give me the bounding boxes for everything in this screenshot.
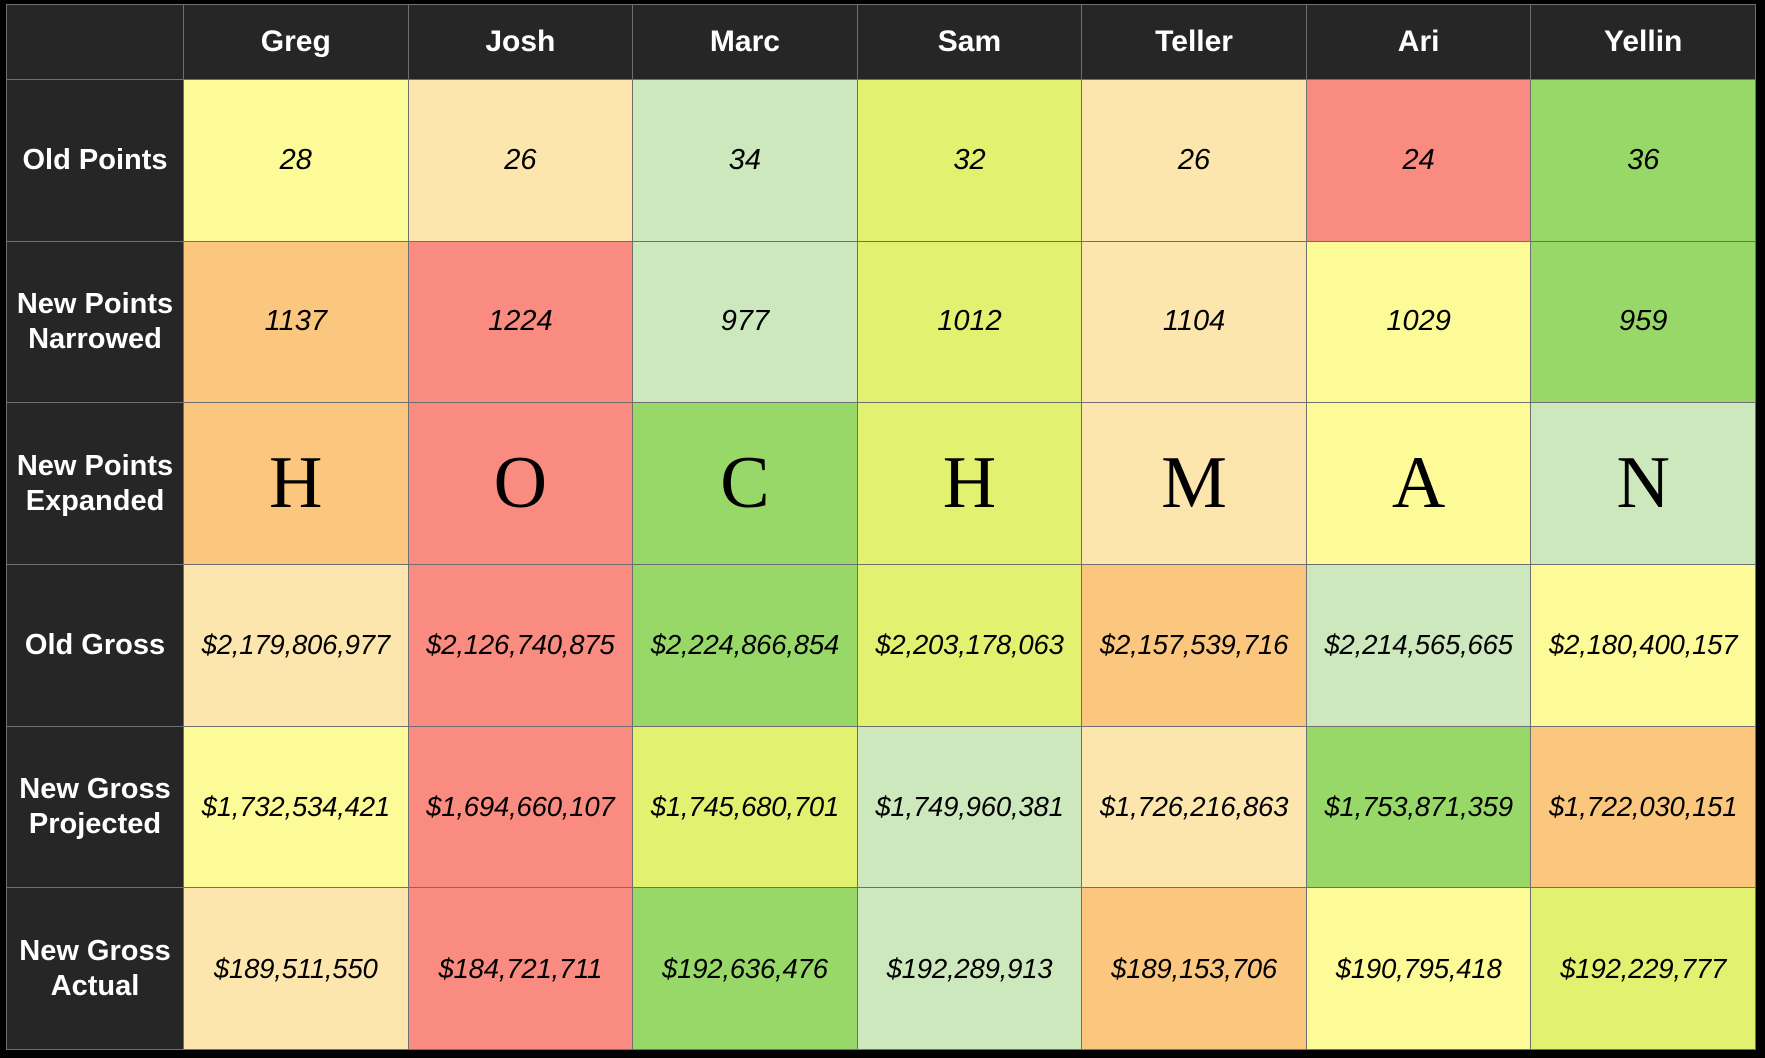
cell-new-gross-actual-greg: $189,511,550: [184, 888, 408, 1049]
heatmap-table: Greg Josh Marc Sam Teller Ari Yellin Old Points…: [6, 4, 1756, 1050]
cell-old-gross-teller: $2,157,539,716: [1082, 565, 1306, 726]
cell-new-gross-projected-yellin: $1,722,030,151: [1531, 726, 1755, 888]
cell-new-gross-projected-marc: $1,745,680,701: [633, 726, 857, 888]
row-header-new-gross-actual: New Gross Actual: [7, 888, 183, 1049]
cell-old-points-josh: 26: [408, 80, 633, 241]
cell-new-gross-projected-teller: $1,726,216,863: [1082, 726, 1306, 888]
column-header-yellin: Yellin: [1531, 5, 1755, 79]
row-header-old-gross: Old Gross: [7, 565, 183, 726]
row-header-new-points-expanded: New Points Expanded: [7, 403, 183, 564]
row-header-old-points: Old Points: [7, 80, 183, 241]
cell-old-points-teller: 26: [1082, 80, 1306, 241]
cell-old-points-yellin: 36: [1531, 80, 1755, 241]
cell-old-gross-ari: $2,214,565,665: [1306, 565, 1531, 726]
cell-old-points-greg: 28: [184, 80, 408, 241]
cell-old-gross-josh: $2,126,740,875: [408, 565, 633, 726]
cell-new-points-expanded-yellin: N: [1531, 403, 1755, 564]
cell-old-gross-sam: $2,203,178,063: [857, 565, 1082, 726]
column-header-teller: Teller: [1082, 5, 1306, 79]
cell-new-points-narrowed-sam: 1012: [857, 241, 1082, 403]
row-header-new-points-narrowed: New Points Narrowed: [7, 241, 183, 403]
column-header-marc: Marc: [633, 5, 857, 79]
cell-new-gross-actual-sam: $192,289,913: [857, 888, 1082, 1049]
cell-new-points-expanded-sam: H: [857, 403, 1082, 564]
cell-new-gross-actual-yellin: $192,229,777: [1531, 888, 1755, 1049]
cell-new-gross-actual-ari: $190,795,418: [1306, 888, 1531, 1049]
cell-new-gross-projected-greg: $1,732,534,421: [184, 726, 408, 888]
cell-new-points-narrowed-ari: 1029: [1306, 241, 1531, 403]
cell-new-points-narrowed-marc: 977: [633, 241, 857, 403]
cell-old-gross-greg: $2,179,806,977: [184, 565, 408, 726]
cell-new-points-expanded-marc: C: [633, 403, 857, 564]
cell-old-points-ari: 24: [1306, 80, 1531, 241]
cell-new-points-expanded-josh: O: [408, 403, 633, 564]
column-header-greg: Greg: [184, 5, 408, 79]
cell-new-points-narrowed-yellin: 959: [1531, 241, 1755, 403]
cell-new-points-narrowed-josh: 1224: [408, 241, 633, 403]
cell-old-gross-yellin: $2,180,400,157: [1531, 565, 1755, 726]
cell-new-points-expanded-ari: A: [1306, 403, 1531, 564]
column-header-ari: Ari: [1306, 5, 1531, 79]
cell-new-gross-actual-marc: $192,636,476: [633, 888, 857, 1049]
column-header-josh: Josh: [408, 5, 633, 79]
cell-new-gross-projected-ari: $1,753,871,359: [1306, 726, 1531, 888]
cell-new-gross-actual-josh: $184,721,711: [408, 888, 633, 1049]
cell-new-points-narrowed-teller: 1104: [1082, 241, 1306, 403]
cell-new-points-expanded-greg: H: [184, 403, 408, 564]
corner-cell: [7, 5, 183, 79]
cell-old-points-sam: 32: [857, 80, 1082, 241]
row-header-new-gross-projected: New Gross Projected: [7, 726, 183, 888]
cell-new-points-expanded-teller: M: [1082, 403, 1306, 564]
cell-old-points-marc: 34: [633, 80, 857, 241]
cell-new-gross-projected-josh: $1,694,660,107: [408, 726, 633, 888]
column-header-sam: Sam: [857, 5, 1082, 79]
cell-new-points-narrowed-greg: 1137: [184, 241, 408, 403]
cell-old-gross-marc: $2,224,866,854: [633, 565, 857, 726]
cell-new-gross-actual-teller: $189,153,706: [1082, 888, 1306, 1049]
cell-new-gross-projected-sam: $1,749,960,381: [857, 726, 1082, 888]
